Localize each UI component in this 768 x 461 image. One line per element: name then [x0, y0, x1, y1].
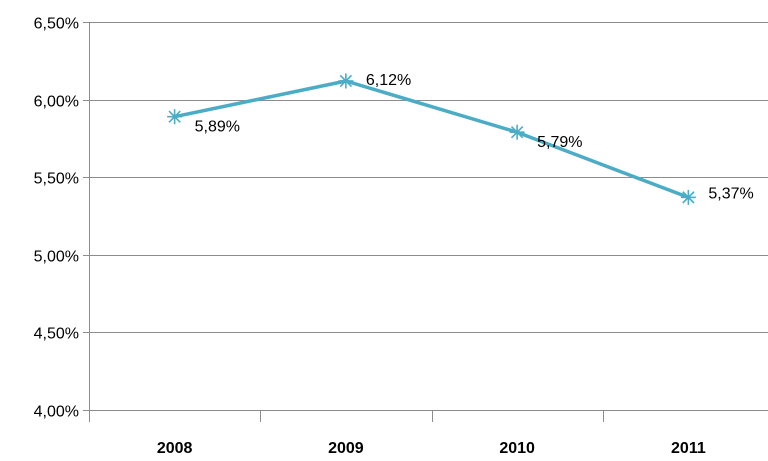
data-label: 5,37% [708, 185, 753, 202]
x-tick-label: 2010 [499, 440, 535, 456]
data-point-marker [680, 189, 696, 205]
y-tick-label: 4,50% [34, 326, 79, 343]
series-line-layer [172, 79, 691, 200]
x-axis-tick-labels: 2008 2009 2010 2011 [157, 440, 706, 457]
x-tick-label: 2009 [328, 440, 364, 456]
data-point-marker [338, 73, 354, 89]
data-labels: 5,89% 6,12% 5,79% 5,37% [195, 72, 754, 202]
x-tick-label: 2008 [157, 440, 193, 456]
series-line [172, 79, 691, 200]
y-tick-label: 6,00% [34, 94, 79, 111]
data-label: 6,12% [366, 72, 411, 89]
data-point-marker [167, 109, 183, 125]
y-axis-tick-labels: 4,00% 4,50% 5,00% 5,50% 6,00% 6,50% [34, 16, 79, 421]
data-markers [167, 73, 696, 205]
gridlines [89, 22, 768, 411]
data-label: 5,79% [537, 134, 582, 151]
y-tick-label: 6,50% [34, 16, 79, 33]
y-tick-label: 5,00% [34, 249, 79, 266]
data-point-marker [509, 124, 525, 140]
y-tick-label: 5,50% [34, 171, 79, 188]
axes [83, 22, 604, 422]
data-label: 5,89% [195, 119, 240, 136]
y-tick-label: 4,00% [34, 404, 79, 421]
x-tick-label: 2011 [671, 440, 706, 456]
